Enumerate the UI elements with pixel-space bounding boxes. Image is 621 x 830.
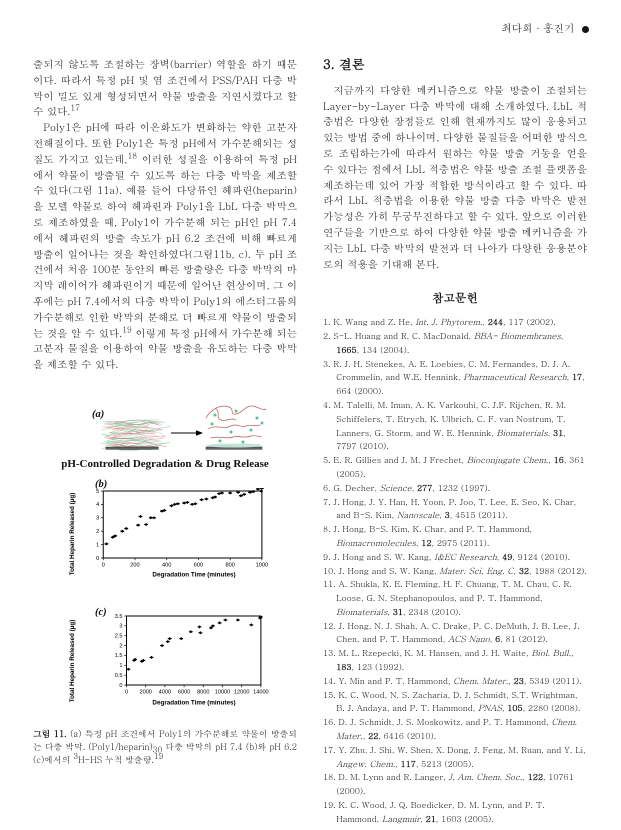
svg-text:0: 0	[125, 690, 128, 696]
svg-text:2: 2	[119, 643, 122, 649]
svg-text:5: 5	[96, 488, 99, 494]
svg-text:10000: 10000	[215, 690, 231, 696]
svg-text:1.5: 1.5	[115, 653, 123, 659]
svg-text:0.5: 0.5	[115, 673, 123, 679]
svg-text:4000: 4000	[159, 690, 171, 696]
svg-text:14000: 14000	[253, 690, 269, 696]
svg-text:Degradation Time (minutes): Degradation Time (minutes)	[152, 571, 235, 578]
svg-text:0: 0	[96, 555, 99, 561]
svg-text:Total Heparin Released (µg): Total Heparin Released (µg)	[69, 620, 76, 703]
svg-text:600: 600	[194, 562, 203, 568]
svg-text:2000: 2000	[139, 690, 151, 696]
svg-text:1: 1	[119, 663, 122, 669]
svg-text:6000: 6000	[178, 690, 190, 696]
svg-text:1000: 1000	[256, 562, 268, 568]
svg-text:0: 0	[119, 683, 122, 689]
svg-text:8000: 8000	[197, 690, 209, 696]
svg-text:800: 800	[225, 562, 234, 568]
svg-text:Degradation Time (minutes): Degradation Time (minutes)	[152, 700, 235, 707]
svg-text:3: 3	[96, 515, 99, 521]
svg-text:3: 3	[119, 624, 122, 630]
svg-text:2: 2	[96, 529, 99, 535]
svg-text:2.5: 2.5	[115, 634, 123, 640]
svg-text:Total Heparin Released (µg): Total Heparin Released (µg)	[69, 492, 76, 575]
svg-text:1: 1	[96, 542, 99, 548]
svg-text:4: 4	[96, 502, 99, 508]
svg-text:3.5: 3.5	[115, 614, 123, 620]
svg-text:12000: 12000	[234, 690, 250, 696]
svg-text:0: 0	[102, 562, 105, 568]
svg-text:400: 400	[162, 562, 171, 568]
svg-text:200: 200	[130, 562, 139, 568]
